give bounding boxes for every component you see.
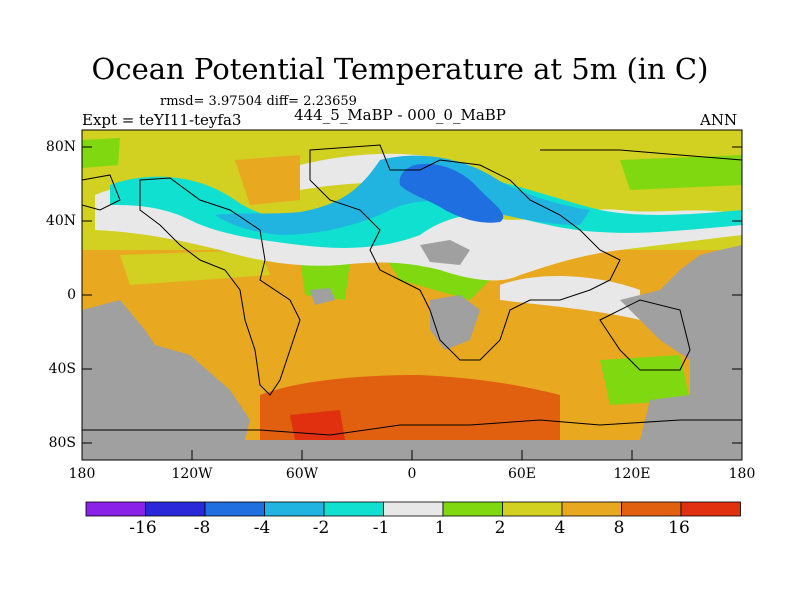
colorbar xyxy=(85,501,741,517)
y-tick-label: 40S xyxy=(48,361,76,377)
field-patch-tropics xyxy=(120,250,270,285)
field-green-se xyxy=(600,355,690,405)
field-lightblue xyxy=(215,155,590,235)
colorbar-swatch xyxy=(383,501,444,517)
map-subtitle: 444_5_MaBP - 000_0_MaBP xyxy=(294,106,506,124)
x-tick-label: 120W xyxy=(171,466,213,482)
x-axis-tick-marks xyxy=(81,450,743,460)
colorbar-label: -16 xyxy=(129,518,157,538)
map-title: Ocean Potential Temperature at 5m (in C) xyxy=(91,52,709,86)
colorbar-swatch xyxy=(145,501,206,517)
colorbar-label: -2 xyxy=(312,518,330,538)
experiment-label: Expt = teYI11-teyfa3 xyxy=(82,111,242,129)
field-blue-core xyxy=(399,163,504,223)
colorbar-label: 8 xyxy=(613,518,625,538)
colorbar-label: 16 xyxy=(668,518,690,538)
x-tick-label: 180 xyxy=(728,466,756,482)
colorbar-swatch xyxy=(561,501,622,517)
colorbar-swatch xyxy=(85,501,146,517)
colorbar-swatch xyxy=(621,501,682,517)
colorbar-swatch xyxy=(323,501,384,517)
field-green-ne xyxy=(620,155,742,190)
field-white-east xyxy=(500,275,640,320)
colorbar-label: 2 xyxy=(494,518,506,538)
land-africa xyxy=(430,295,480,350)
x-tick-label: 60E xyxy=(507,466,537,482)
season-label: ANN xyxy=(700,111,738,129)
land-central-north xyxy=(420,240,470,265)
x-tick-label: 60W xyxy=(285,466,319,482)
x-tick-label: 0 xyxy=(407,466,417,482)
colorbar-swatch xyxy=(264,501,325,517)
stats-line: rmsd= 3.97504 diff= 2.23659 xyxy=(160,94,357,109)
y-tick-label: 0 xyxy=(67,287,76,303)
field-patch-eurasia-north xyxy=(235,155,300,205)
y-tick-label: 40N xyxy=(45,213,76,229)
colorbar-label: -4 xyxy=(253,518,271,538)
land-east xyxy=(620,245,742,440)
y-axis-tick-marks xyxy=(82,146,742,444)
field-southern-red xyxy=(290,410,345,440)
x-tick-label: 120E xyxy=(613,466,651,482)
colorbar-label: 4 xyxy=(554,518,566,538)
colorbar-swatch xyxy=(442,501,503,517)
map-field xyxy=(82,130,742,460)
colorbar-swatch xyxy=(204,501,265,517)
x-tick-label: 180 xyxy=(68,466,96,482)
colorbar-label: -1 xyxy=(372,518,390,538)
colorbar-label: -8 xyxy=(193,518,211,538)
field-green-nw xyxy=(82,138,120,168)
land-west xyxy=(82,300,250,440)
colorbar-swatch xyxy=(502,501,563,517)
y-tick-label: 80S xyxy=(48,435,76,451)
y-tick-label: 80N xyxy=(45,139,76,155)
coastline-outlines xyxy=(82,144,742,436)
colorbar-swatch xyxy=(680,501,741,517)
land-small-patch xyxy=(310,288,335,305)
colorbar-label: 1 xyxy=(434,518,446,538)
